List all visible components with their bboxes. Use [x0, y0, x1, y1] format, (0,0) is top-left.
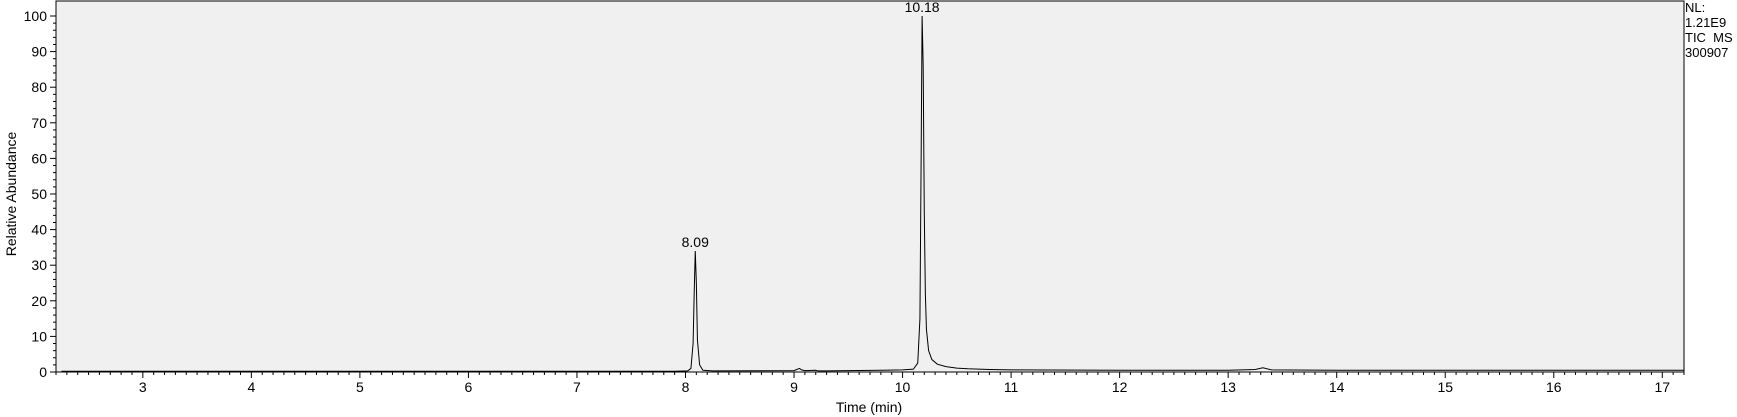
- y-tick-label: 50: [31, 186, 47, 202]
- x-tick-label: 6: [465, 379, 473, 395]
- peak-labels: 8.09 10.18: [682, 0, 940, 250]
- x-tick-label: 9: [790, 379, 798, 395]
- y-tick-label: 70: [31, 115, 47, 131]
- x-tick-label: 7: [573, 379, 581, 395]
- y-tick-label: 30: [31, 257, 47, 273]
- normalization-info: NL: 1.21E9 TIC MS 300907: [1685, 0, 1733, 60]
- y-tick-label: 90: [31, 44, 47, 60]
- x-tick-label: 3: [139, 379, 147, 395]
- y-tick-label: 80: [31, 79, 47, 95]
- x-tick-label: 10: [895, 379, 911, 395]
- series-group: [61, 15, 1684, 372]
- scan-filter: TIC MS: [1685, 30, 1733, 45]
- nl-label: NL:: [1685, 0, 1706, 15]
- x-axis-title: Time (min): [836, 399, 902, 415]
- peak-label: 10.18: [905, 0, 940, 15]
- x-tick-label: 8: [682, 379, 690, 395]
- peak-label: 8.09: [682, 234, 709, 250]
- y-tick-label: 10: [31, 328, 47, 344]
- file-name: 300907: [1685, 45, 1729, 60]
- x-tick-label: 5: [356, 379, 364, 395]
- x-tick-label: 14: [1329, 379, 1345, 395]
- x-tick-label: 12: [1112, 379, 1128, 395]
- x-tick-label: 15: [1437, 379, 1453, 395]
- x-tick-label: 4: [247, 379, 255, 395]
- y-tick-label: 40: [31, 222, 47, 238]
- y-tick-label: 0: [39, 364, 47, 380]
- y-tick-label: 60: [31, 150, 47, 166]
- nl-value: 1.21E9: [1685, 15, 1727, 30]
- y-axis-title: Relative Abundance: [3, 132, 19, 257]
- x-tick-label: 13: [1220, 379, 1236, 395]
- x-tick-label: 16: [1546, 379, 1562, 395]
- plot-area: [55, 0, 1685, 373]
- tic-trace: [61, 15, 1684, 372]
- y-axis-ticks: 0 10 20 30 40 50 60 70 80 90 100: [24, 8, 56, 380]
- x-tick-label: 17: [1655, 379, 1671, 395]
- y-tick-label: 20: [31, 293, 47, 309]
- y-tick-label: 100: [24, 8, 48, 24]
- x-tick-label: 11: [1004, 379, 1019, 395]
- x-axis-ticks: 3 4 5 6 7 8 9 10 11 12 13 14 15 16 17: [55, 372, 1685, 395]
